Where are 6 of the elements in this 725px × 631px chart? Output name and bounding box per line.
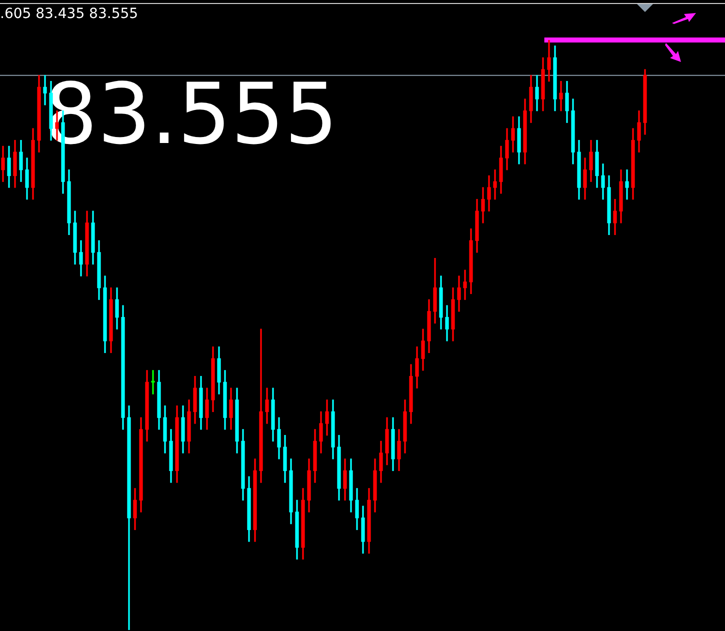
candlestick — [625, 169, 629, 200]
candlestick — [151, 370, 155, 394]
candlestick — [463, 270, 467, 300]
candlestick — [559, 80, 563, 112]
text: .605 83.435 83.555 — [0, 6, 138, 22]
candlestick — [493, 169, 497, 200]
